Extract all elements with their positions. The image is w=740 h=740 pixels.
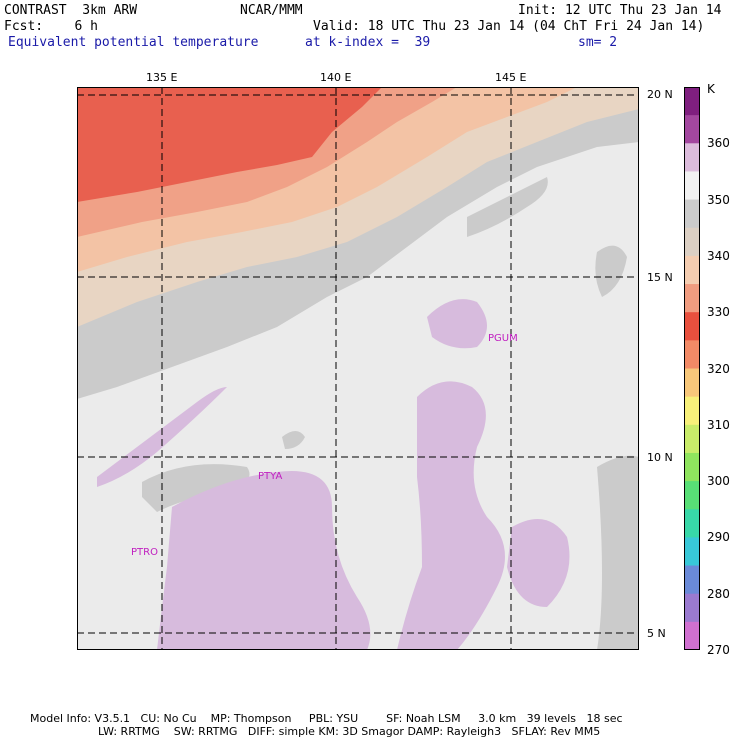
model-info-line2: LW: RRTMG SW: RRTMG DIFF: simple KM: 3D … xyxy=(98,725,601,738)
theta-e-270-region-south xyxy=(157,471,371,650)
colorbar-swatch xyxy=(684,255,700,285)
colorbar-swatch xyxy=(684,340,700,369)
lat-tick-10: 10 N xyxy=(647,451,673,464)
map-frame xyxy=(77,87,639,650)
lat-tick-15: 15 N xyxy=(647,271,673,284)
colorbar-swatch xyxy=(684,87,700,116)
colorbar-swatch xyxy=(684,537,700,567)
colorbar-label: 340 xyxy=(707,248,730,263)
lat-lon-grid xyxy=(77,87,639,650)
model-info-line1: Model Info: V3.5.1 CU: No Cu MP: Thompso… xyxy=(30,712,623,725)
colorbar-label: 350 xyxy=(707,192,730,207)
colorbar-swatch xyxy=(684,284,700,313)
colorbar-swatch xyxy=(684,312,700,341)
theta-e-map: PGUM PTYA PTRO xyxy=(77,87,639,650)
theta-e-350-patch-small xyxy=(282,431,305,449)
colorbar-swatch xyxy=(684,481,700,510)
colorbar-frame xyxy=(684,87,700,650)
lon-tick-145: 145 E xyxy=(495,71,527,84)
station-ptro: PTRO xyxy=(131,547,158,558)
valid-time: Valid: 18 UTC Thu 23 Jan 14 (04 ChT Fri … xyxy=(313,19,705,34)
lat-tick-5: 5 N xyxy=(647,627,666,640)
theta-e-325-region xyxy=(77,87,382,202)
organization: NCAR/MMM xyxy=(240,3,303,18)
colorbar-label: 270 xyxy=(707,643,730,657)
colorbar-swatch xyxy=(684,621,700,650)
theta-e-270-strip xyxy=(97,387,227,487)
colorbar-swatch xyxy=(684,396,700,426)
colorbar-swatch xyxy=(684,593,700,623)
colorbar-swatch xyxy=(684,199,700,229)
theta-e-270-region-north xyxy=(427,299,487,349)
theta-e-270-patch-east xyxy=(507,519,570,607)
colorbar-label: 320 xyxy=(707,361,730,376)
smoothing: sm= 2 xyxy=(578,35,618,50)
colorbar-label: 300 xyxy=(707,474,730,489)
forecast-hour: Fcst: 6 h xyxy=(4,19,98,34)
station-pgum: PGUM xyxy=(488,333,518,344)
field-name: Equivalent potential temperature xyxy=(8,35,259,50)
colorbar-label: 310 xyxy=(707,417,730,432)
colorbar-label: 280 xyxy=(707,586,730,601)
lon-tick-140: 140 E xyxy=(320,71,352,84)
colorbar-swatch xyxy=(684,565,700,595)
colorbar-swatch xyxy=(684,368,700,398)
theta-e-350-patch-east xyxy=(597,455,639,650)
colorbar-swatch xyxy=(684,509,700,538)
theta-e-350-island-e xyxy=(595,245,627,297)
colorbar-swatch xyxy=(684,171,700,201)
colorbar-swatch xyxy=(684,424,700,454)
lon-tick-135: 135 E xyxy=(146,71,178,84)
colorbar-label: 290 xyxy=(707,530,730,545)
colorbar-label: 330 xyxy=(707,305,730,320)
lat-tick-20: 20 N xyxy=(647,88,673,101)
level-index: at k-index = 39 xyxy=(305,35,431,50)
colorbar-label: 360 xyxy=(707,136,730,151)
colorbar-unit: K xyxy=(707,82,715,96)
theta-e-350-island-ne xyxy=(467,177,548,237)
colorbar-swatch xyxy=(684,227,700,257)
colorbar-swatch xyxy=(684,115,700,144)
colorbar xyxy=(684,87,700,650)
init-time: Init: 12 UTC Thu 23 Jan 14 xyxy=(518,3,722,18)
model-title: CONTRAST 3km ARW xyxy=(4,3,138,18)
station-ptya: PTYA xyxy=(258,471,282,482)
theta-e-350-patch-west xyxy=(142,464,250,512)
colorbar-swatch xyxy=(684,143,700,172)
theta-e-270-region-southeast xyxy=(397,381,505,650)
colorbar-swatch xyxy=(684,452,700,482)
